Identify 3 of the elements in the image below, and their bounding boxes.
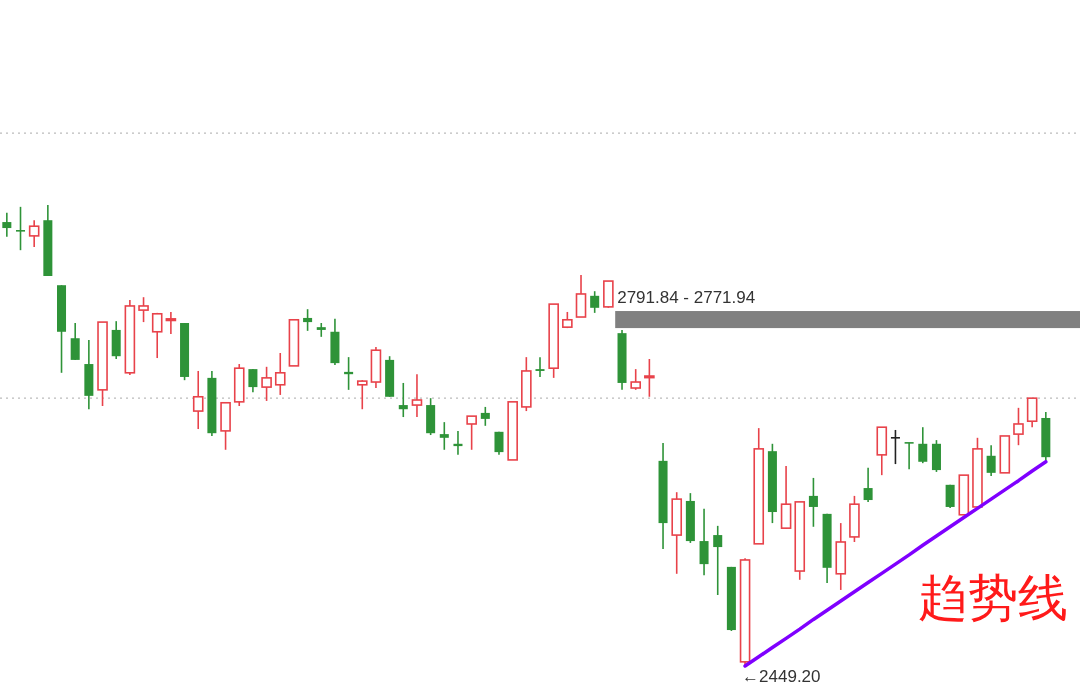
annotation: 趋势线 (918, 569, 1068, 627)
band-label: 2791.84 - 2771.94 (617, 288, 756, 308)
text: ←2449.20 (742, 667, 821, 686)
